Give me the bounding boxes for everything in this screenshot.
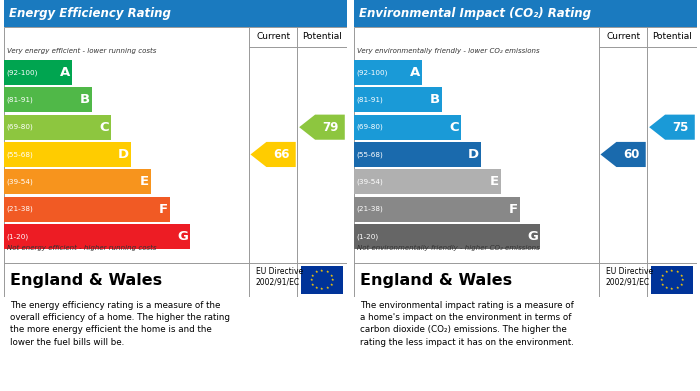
Text: ★: ★ bbox=[312, 283, 315, 287]
Polygon shape bbox=[251, 142, 295, 167]
Text: ★: ★ bbox=[329, 274, 332, 278]
Text: ★: ★ bbox=[680, 278, 684, 282]
Text: ★: ★ bbox=[676, 270, 679, 274]
Bar bbox=[354, 115, 461, 140]
Text: ★: ★ bbox=[329, 283, 332, 287]
Text: D: D bbox=[118, 148, 129, 161]
Bar bbox=[4, 115, 111, 140]
Text: (39-54): (39-54) bbox=[6, 179, 33, 185]
Text: B: B bbox=[430, 93, 440, 106]
Bar bbox=[354, 142, 481, 167]
Text: England & Wales: England & Wales bbox=[360, 273, 512, 287]
Text: ★: ★ bbox=[326, 270, 329, 274]
Text: G: G bbox=[527, 230, 538, 243]
Text: The energy efficiency rating is a measure of the
overall efficiency of a home. T: The energy efficiency rating is a measur… bbox=[10, 301, 230, 346]
Text: ★: ★ bbox=[676, 286, 679, 290]
Text: ★: ★ bbox=[310, 278, 314, 282]
Text: ★: ★ bbox=[326, 286, 329, 290]
Text: ★: ★ bbox=[665, 286, 668, 290]
Text: ★: ★ bbox=[312, 274, 315, 278]
Text: Potential: Potential bbox=[302, 32, 342, 41]
Text: A: A bbox=[60, 66, 70, 79]
Text: C: C bbox=[99, 121, 109, 134]
Bar bbox=[4, 0, 346, 27]
Text: F: F bbox=[509, 203, 518, 215]
Text: ★: ★ bbox=[315, 270, 318, 274]
Text: E: E bbox=[139, 175, 148, 188]
Text: (69-80): (69-80) bbox=[356, 124, 383, 131]
Text: (92-100): (92-100) bbox=[6, 69, 38, 76]
Text: F: F bbox=[159, 203, 168, 215]
Text: B: B bbox=[80, 93, 90, 106]
Text: ★: ★ bbox=[665, 270, 668, 274]
Text: ★: ★ bbox=[662, 283, 665, 287]
Text: ★: ★ bbox=[320, 269, 323, 273]
Text: ★: ★ bbox=[662, 274, 665, 278]
Bar bbox=[651, 266, 693, 294]
Text: (1-20): (1-20) bbox=[6, 233, 29, 240]
Text: Potential: Potential bbox=[652, 32, 692, 41]
Text: D: D bbox=[468, 148, 479, 161]
Text: E: E bbox=[489, 175, 498, 188]
Text: C: C bbox=[449, 121, 459, 134]
Text: England & Wales: England & Wales bbox=[10, 273, 162, 287]
Text: (39-54): (39-54) bbox=[356, 179, 383, 185]
Text: (69-80): (69-80) bbox=[6, 124, 33, 131]
Text: (55-68): (55-68) bbox=[6, 151, 33, 158]
Text: ★: ★ bbox=[670, 287, 673, 291]
Text: ★: ★ bbox=[670, 269, 673, 273]
Bar bbox=[301, 266, 343, 294]
Text: The environmental impact rating is a measure of
a home's impact on the environme: The environmental impact rating is a mea… bbox=[360, 301, 575, 346]
Text: EU Directive
2002/91/EC: EU Directive 2002/91/EC bbox=[606, 267, 652, 286]
Text: Current: Current bbox=[606, 32, 641, 41]
Text: ★: ★ bbox=[320, 287, 323, 291]
Text: (81-91): (81-91) bbox=[6, 97, 33, 103]
Text: (21-38): (21-38) bbox=[356, 206, 383, 212]
Text: ★: ★ bbox=[330, 278, 334, 282]
Polygon shape bbox=[601, 142, 645, 167]
Text: (81-91): (81-91) bbox=[356, 97, 383, 103]
Bar bbox=[354, 60, 422, 85]
Polygon shape bbox=[299, 115, 345, 140]
Text: ★: ★ bbox=[679, 274, 682, 278]
Bar bbox=[354, 169, 500, 194]
Text: (21-38): (21-38) bbox=[6, 206, 33, 212]
Text: (1-20): (1-20) bbox=[356, 233, 379, 240]
Bar bbox=[354, 224, 540, 249]
Text: ★: ★ bbox=[679, 283, 682, 287]
Text: 75: 75 bbox=[672, 121, 688, 134]
Text: ★: ★ bbox=[315, 286, 318, 290]
Text: (55-68): (55-68) bbox=[356, 151, 383, 158]
Text: G: G bbox=[177, 230, 188, 243]
Text: Not environmentally friendly - higher CO₂ emissions: Not environmentally friendly - higher CO… bbox=[357, 244, 540, 251]
Text: Very energy efficient - lower running costs: Very energy efficient - lower running co… bbox=[7, 48, 156, 54]
Bar bbox=[4, 224, 190, 249]
Text: ★: ★ bbox=[660, 278, 664, 282]
Text: Current: Current bbox=[256, 32, 290, 41]
Bar bbox=[4, 169, 150, 194]
Text: (92-100): (92-100) bbox=[356, 69, 388, 76]
Polygon shape bbox=[649, 115, 695, 140]
Bar bbox=[354, 197, 520, 222]
Text: 60: 60 bbox=[623, 148, 639, 161]
Text: Very environmentally friendly - lower CO₂ emissions: Very environmentally friendly - lower CO… bbox=[357, 48, 540, 54]
Text: EU Directive
2002/91/EC: EU Directive 2002/91/EC bbox=[256, 267, 302, 286]
Text: Environmental Impact (CO₂) Rating: Environmental Impact (CO₂) Rating bbox=[358, 7, 591, 20]
Bar bbox=[354, 87, 442, 113]
Text: 79: 79 bbox=[322, 121, 338, 134]
Bar bbox=[4, 87, 92, 113]
Text: Energy Efficiency Rating: Energy Efficiency Rating bbox=[8, 7, 171, 20]
Bar bbox=[4, 142, 131, 167]
Text: 66: 66 bbox=[273, 148, 289, 161]
Bar bbox=[4, 60, 72, 85]
Text: A: A bbox=[410, 66, 420, 79]
Text: Not energy efficient - higher running costs: Not energy efficient - higher running co… bbox=[7, 244, 156, 251]
Bar bbox=[354, 0, 696, 27]
Bar bbox=[4, 197, 170, 222]
